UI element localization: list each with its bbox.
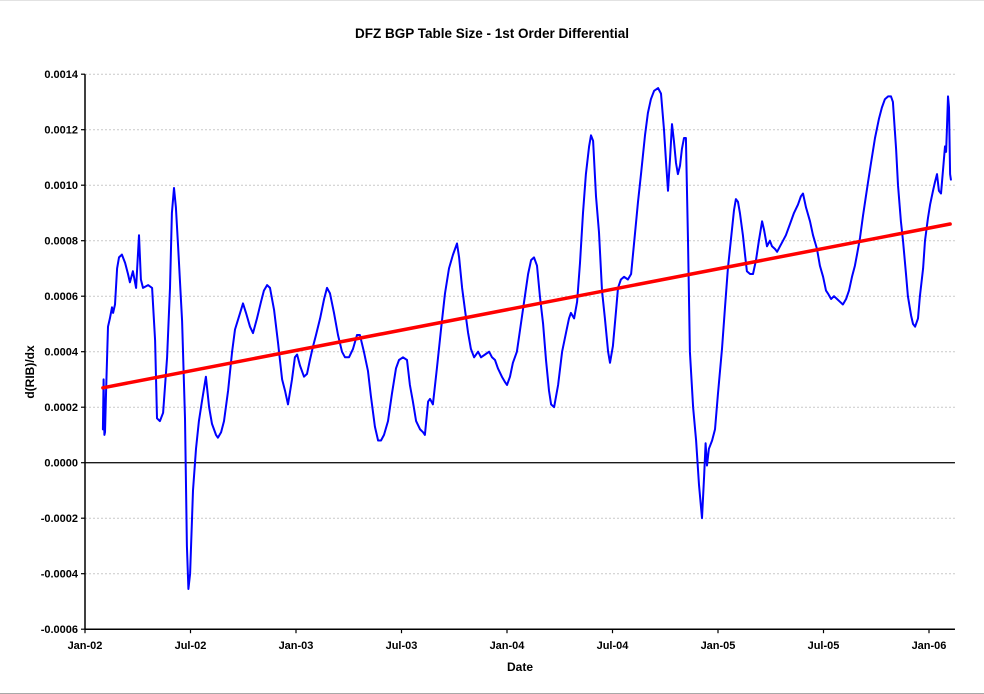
- x-axis-title: Date: [507, 660, 533, 674]
- y-tick-label: -0.0004: [41, 569, 79, 581]
- x-tick-label: Jan-05: [701, 640, 736, 652]
- y-tick-label: 0.0008: [44, 236, 78, 248]
- x-tick-label: Jan-03: [279, 640, 314, 652]
- x-tick-label: Jan-04: [490, 640, 526, 652]
- x-tick-label: Jul-04: [597, 640, 630, 652]
- y-tick-label: -0.0006: [41, 624, 78, 636]
- x-tick-label: Jan-02: [68, 640, 103, 652]
- x-tick-label: Jan-06: [912, 640, 947, 652]
- y-tick-label: -0.0002: [41, 513, 78, 525]
- tick-label-layer: 0.0014 0.0012 0.0010 0.0008 0.0006 0.0004 0.00…: [41, 69, 947, 652]
- y-tick-label: 0.0000: [44, 458, 78, 470]
- y-tick-label: 0.0010: [44, 180, 78, 192]
- axis-layer: [81, 73, 955, 634]
- grid-layer: [85, 73, 955, 575]
- series-layer: [101, 87, 952, 590]
- y-axis-title: d(RIB)/dx: [23, 345, 37, 399]
- x-tick-label: Jul-05: [808, 640, 840, 652]
- y-tick-label: 0.0004: [44, 347, 79, 359]
- y-tick-label: 0.0002: [44, 402, 78, 414]
- data-series-line: [101, 87, 952, 590]
- trend-line: [101, 222, 952, 390]
- y-tick-label: 0.0012: [44, 125, 78, 137]
- y-tick-label: 0.0006: [44, 291, 78, 303]
- x-tick-label: Jul-02: [175, 640, 207, 652]
- x-tick-label: Jul-03: [386, 640, 418, 652]
- chart-title: DFZ BGP Table Size - 1st Order Different…: [355, 26, 629, 41]
- y-tick-label: 0.0014: [44, 69, 79, 81]
